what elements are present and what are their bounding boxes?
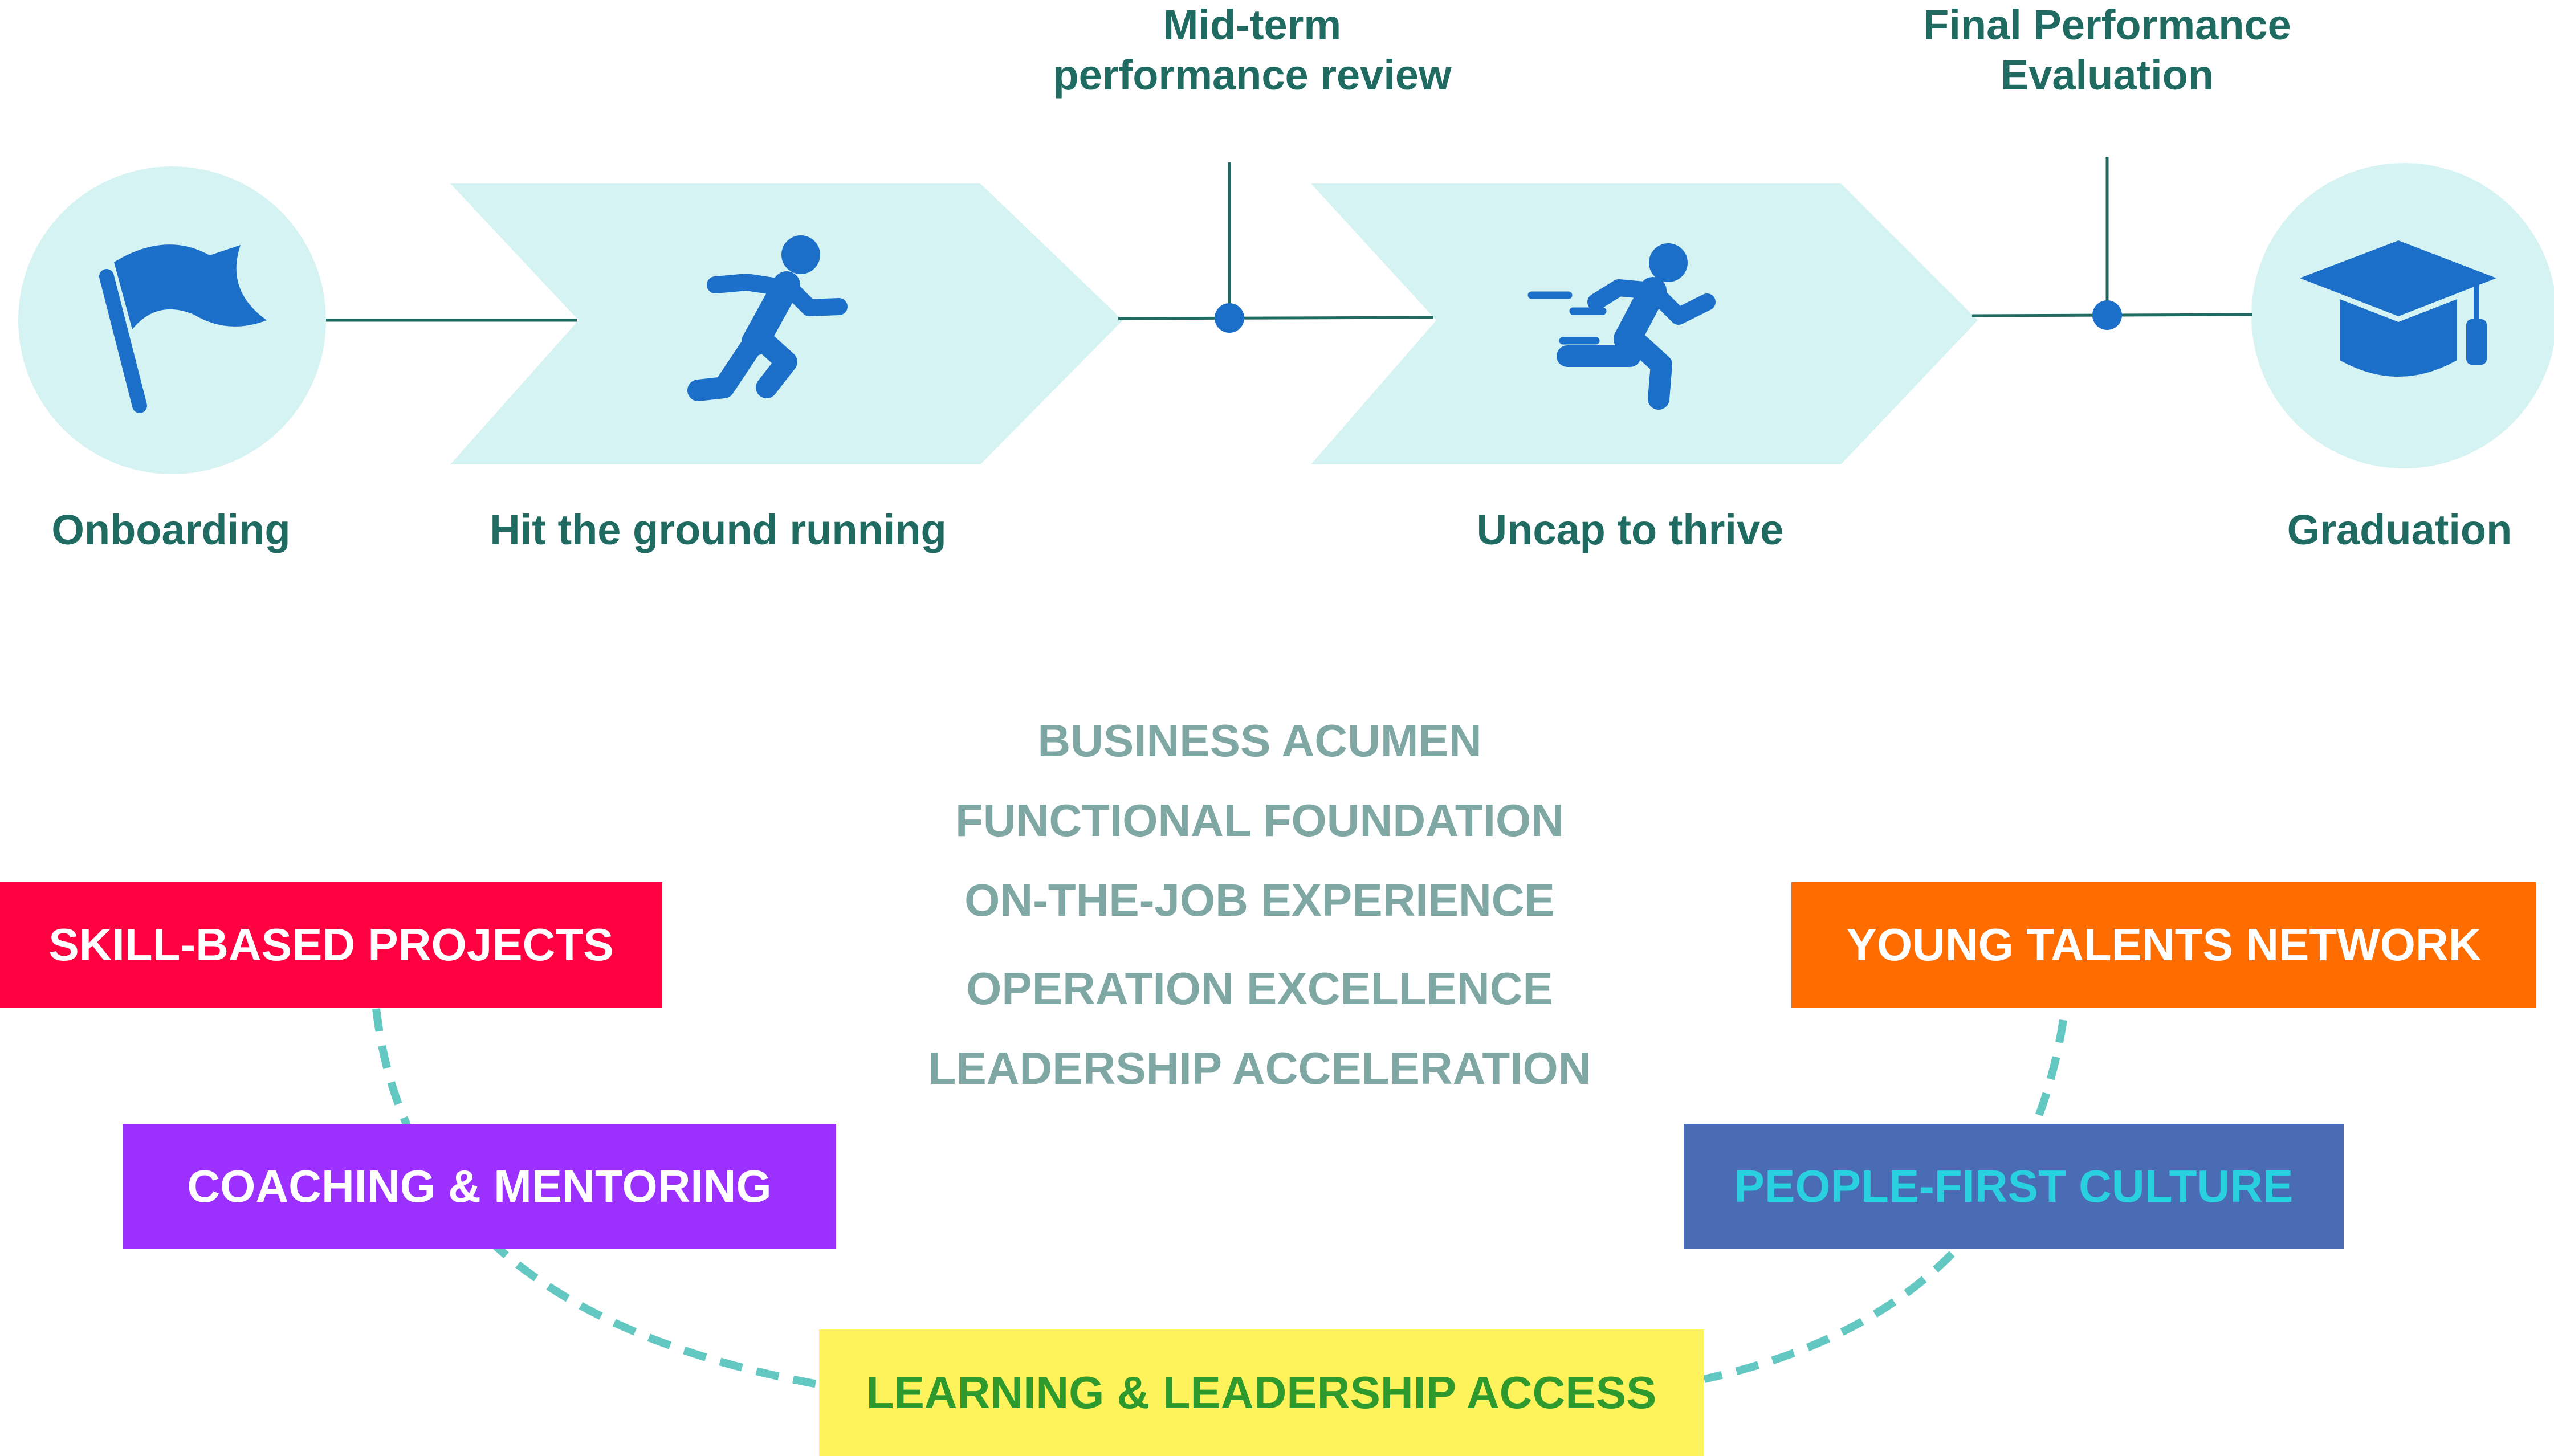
competency-functional-foundation: FUNCTIONAL FOUNDATION [955,795,1565,846]
stage-label-hit-ground-running: Hit the ground running [490,506,947,553]
graduation-circle [2251,163,2554,468]
stage-label-uncap-to-thrive: Uncap to thrive [1476,506,1784,553]
pillar-young-talents-network: YOUNG TALENTS NETWORK [1791,882,2536,1008]
left-dashed-arc [372,1008,822,1389]
stage-label-graduation: Graduation [2287,506,2512,553]
stage-label-onboarding: Onboarding [51,506,291,553]
pillar-people-first-culture: PEOPLE-FIRST CULTURE [1684,1124,2344,1249]
right-dashed-arc [1703,1019,2067,1383]
milestone-midterm-line2: performance review [1053,51,1452,99]
graduation-cap-icon [2300,240,2496,377]
competency-business-acumen: BUSINESS ACUMEN [1037,715,1482,766]
midterm-marker-dot [1215,303,1244,333]
running-person-icon [687,235,848,401]
milestone-label-final: Final Performance Evaluation [1822,0,2392,100]
connector-line-2 [1118,316,1434,320]
onboarding-circle [18,166,326,474]
milestone-final-line2: Evaluation [2000,51,2214,99]
sprinting-person-icon [1527,243,1716,410]
pillar-skill-based-projects: SKILL-BASED PROJECTS [0,882,662,1008]
competency-leadership-acceleration: LEADERSHIP ACCELERATION [928,1043,1591,1094]
flag-icon [99,244,267,413]
milestone-midterm-line1: Mid-term [1163,1,1342,48]
milestone-final-line1: Final Performance [1923,1,2291,48]
competency-operation-excellence: OPERATION EXCELLENCE [966,963,1553,1014]
pillar-learning-leadership-access: LEARNING & LEADERSHIP ACCESS [819,1329,1704,1456]
pillar-coaching-mentoring: COACHING & MENTORING [123,1124,836,1249]
milestone-label-midterm: Mid-term performance review [967,0,1537,100]
hit-ground-chevron [450,183,1123,464]
competency-on-the-job-experience: ON-THE-JOB EXPERIENCE [964,875,1555,925]
final-marker-dot [2092,300,2122,330]
